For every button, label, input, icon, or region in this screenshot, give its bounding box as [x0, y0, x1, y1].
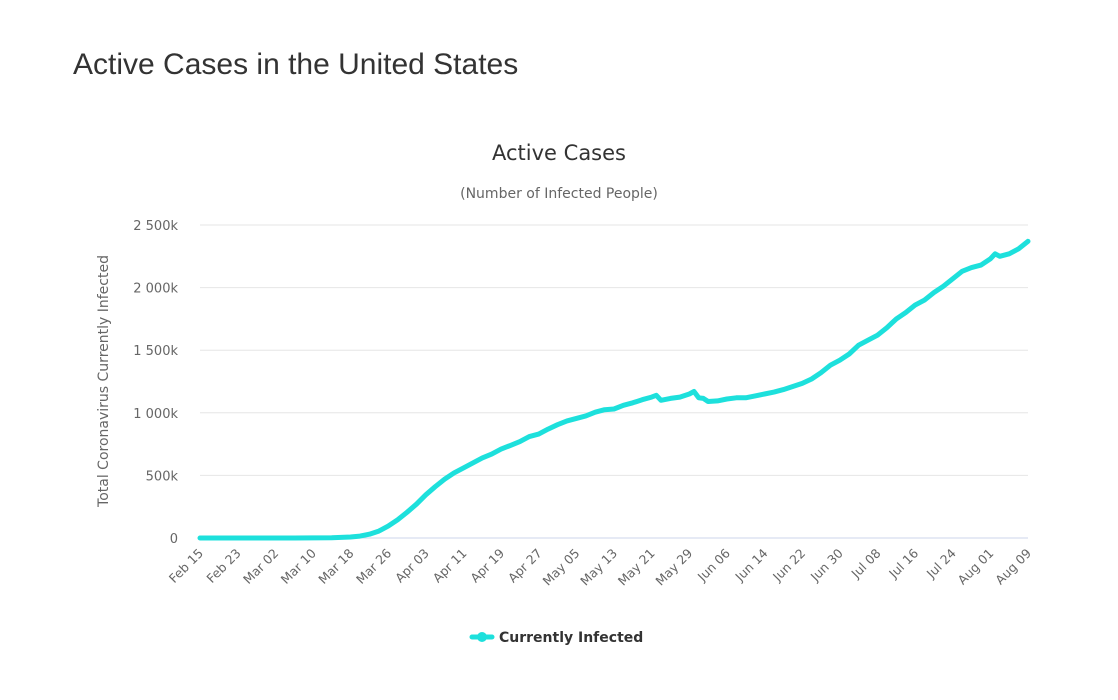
x-tick-label: May 13 — [577, 546, 620, 589]
x-tick-label: May 29 — [652, 545, 695, 588]
x-tick-label: Mar 02 — [240, 546, 281, 587]
x-tick-label: Apr 27 — [505, 546, 545, 586]
y-tick-label: 2 000k — [133, 282, 178, 297]
x-tick-label: Jul 08 — [848, 545, 884, 581]
page-title: Active Cases in the United States — [73, 48, 519, 81]
x-tick-label: Feb 23 — [203, 546, 243, 586]
x-tick-label: Mar 26 — [353, 545, 394, 586]
x-tick-label: May 21 — [615, 546, 658, 589]
x-tick-label: Jun 14 — [731, 545, 770, 584]
x-tick-label: Feb 15 — [166, 546, 206, 586]
x-tick-label: Aug 01 — [955, 546, 997, 588]
x-tick-label: Jun 22 — [769, 546, 808, 585]
x-tick-label: Apr 19 — [467, 545, 507, 585]
x-tick-label: Apr 03 — [392, 546, 432, 586]
x-tick-label: Aug 09 — [992, 545, 1034, 587]
y-tick-label: 0 — [170, 532, 178, 547]
legend-marker — [477, 632, 487, 642]
x-tick-label: Mar 10 — [278, 545, 319, 586]
chart-subtitle: (Number of Infected People) — [460, 186, 658, 202]
x-tick-label: Mar 18 — [315, 545, 356, 586]
legend-item-currently-infected[interactable]: Currently Infected — [469, 630, 643, 646]
x-tick-label: Apr 11 — [430, 546, 470, 586]
y-tick-label: 1 000k — [133, 407, 178, 422]
y-axis-title: Total Coronavirus Currently Infected — [96, 255, 112, 508]
x-tick-label: Jun 06 — [694, 545, 733, 584]
x-tick-label: Jul 24 — [923, 545, 959, 581]
y-tick-label: 500k — [146, 469, 179, 484]
series-line-currently-infected — [197, 238, 1031, 541]
y-tick-label: 1 500k — [133, 344, 178, 359]
x-tick-label: May 05 — [540, 546, 583, 589]
x-tick-label: Jun 30 — [807, 545, 846, 584]
x-tick-label: Jul 16 — [885, 545, 921, 581]
chart-title: Active Cases — [492, 141, 626, 165]
y-tick-label: 2 500k — [133, 219, 178, 234]
legend-label: Currently Infected — [499, 630, 643, 646]
